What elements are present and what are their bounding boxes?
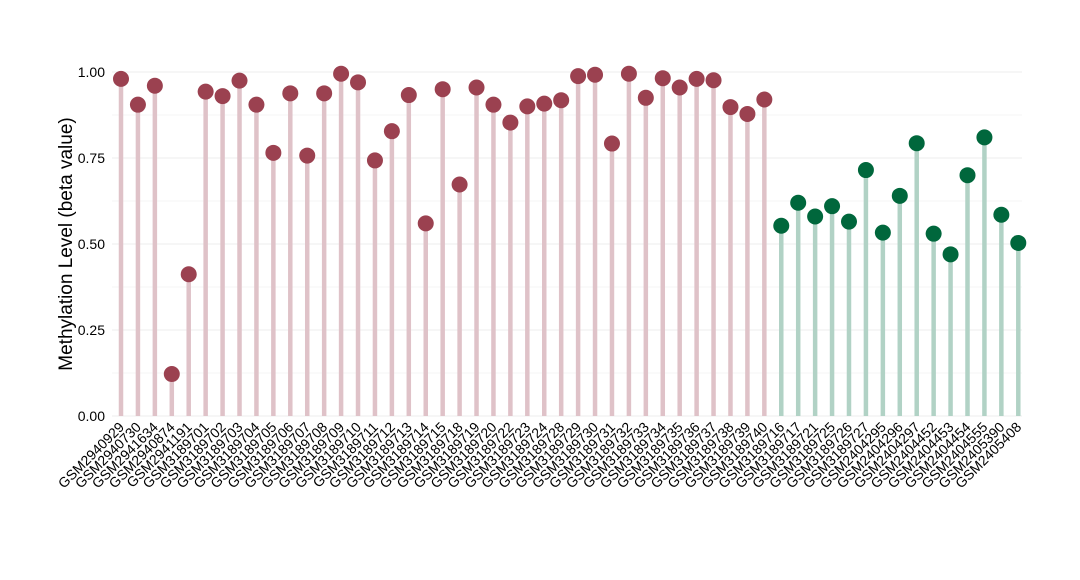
stems: [118, 73, 1021, 416]
data-point: [1010, 234, 1027, 251]
y-tick-label: 0.75: [78, 150, 105, 166]
data-point: [908, 135, 925, 152]
y-tick-label: 0.25: [78, 322, 105, 338]
data-point: [874, 224, 891, 241]
data-point: [620, 65, 637, 82]
data-point: [739, 105, 756, 122]
data-point: [637, 89, 654, 106]
data-point: [316, 85, 333, 102]
data-point: [570, 68, 587, 85]
data-point: [231, 72, 248, 89]
data-point: [891, 187, 908, 204]
data-point: [942, 246, 959, 263]
data-point: [248, 96, 265, 113]
data-point: [773, 217, 790, 234]
y-tick-label: 0.50: [78, 236, 105, 252]
data-point: [959, 167, 976, 184]
data-point: [417, 215, 434, 232]
data-point: [824, 198, 841, 215]
data-point: [468, 79, 485, 96]
data-point: [400, 87, 417, 104]
data-point: [485, 96, 502, 113]
grid-lines: [112, 71, 1022, 417]
data-point: [976, 129, 993, 146]
data-point: [553, 92, 570, 109]
data-point: [502, 114, 519, 131]
y-tick-label: 1.00: [78, 64, 105, 80]
data-point: [350, 74, 367, 91]
y-tick-label: 0.00: [78, 408, 105, 424]
y-axis-title: Methylation Level (beta value): [56, 117, 77, 370]
data-point: [536, 95, 553, 112]
data-point: [113, 70, 129, 87]
data-point: [366, 152, 383, 169]
points: [113, 65, 1027, 383]
data-point: [807, 208, 824, 225]
data-point: [587, 66, 604, 83]
data-point: [671, 79, 688, 96]
data-point: [925, 225, 942, 242]
data-point: [840, 213, 857, 230]
data-point: [146, 77, 163, 94]
x-axis-ticks: GSM2940929GSM2940730GSM2941634GSM2940874…: [55, 419, 1025, 492]
data-point: [993, 206, 1010, 223]
data-point: [383, 123, 400, 140]
y-axis-ticks: 0.00 0.25 0.50 0.75 1.00: [78, 64, 105, 424]
data-point: [333, 65, 350, 82]
data-point: [434, 81, 451, 98]
data-point: [756, 91, 773, 108]
data-point: [451, 176, 468, 193]
data-point: [705, 72, 722, 89]
data-point: [282, 85, 299, 102]
data-point: [688, 70, 705, 87]
data-point: [265, 144, 282, 161]
data-point: [214, 88, 231, 105]
data-point: [790, 194, 807, 211]
data-point: [163, 366, 180, 383]
data-point: [654, 70, 671, 87]
data-point: [857, 162, 874, 179]
data-point: [722, 99, 739, 116]
data-point: [299, 147, 316, 164]
data-point: [603, 135, 620, 152]
data-point: [197, 83, 214, 100]
data-point: [180, 266, 197, 283]
data-point: [519, 98, 536, 115]
data-point: [129, 96, 146, 113]
